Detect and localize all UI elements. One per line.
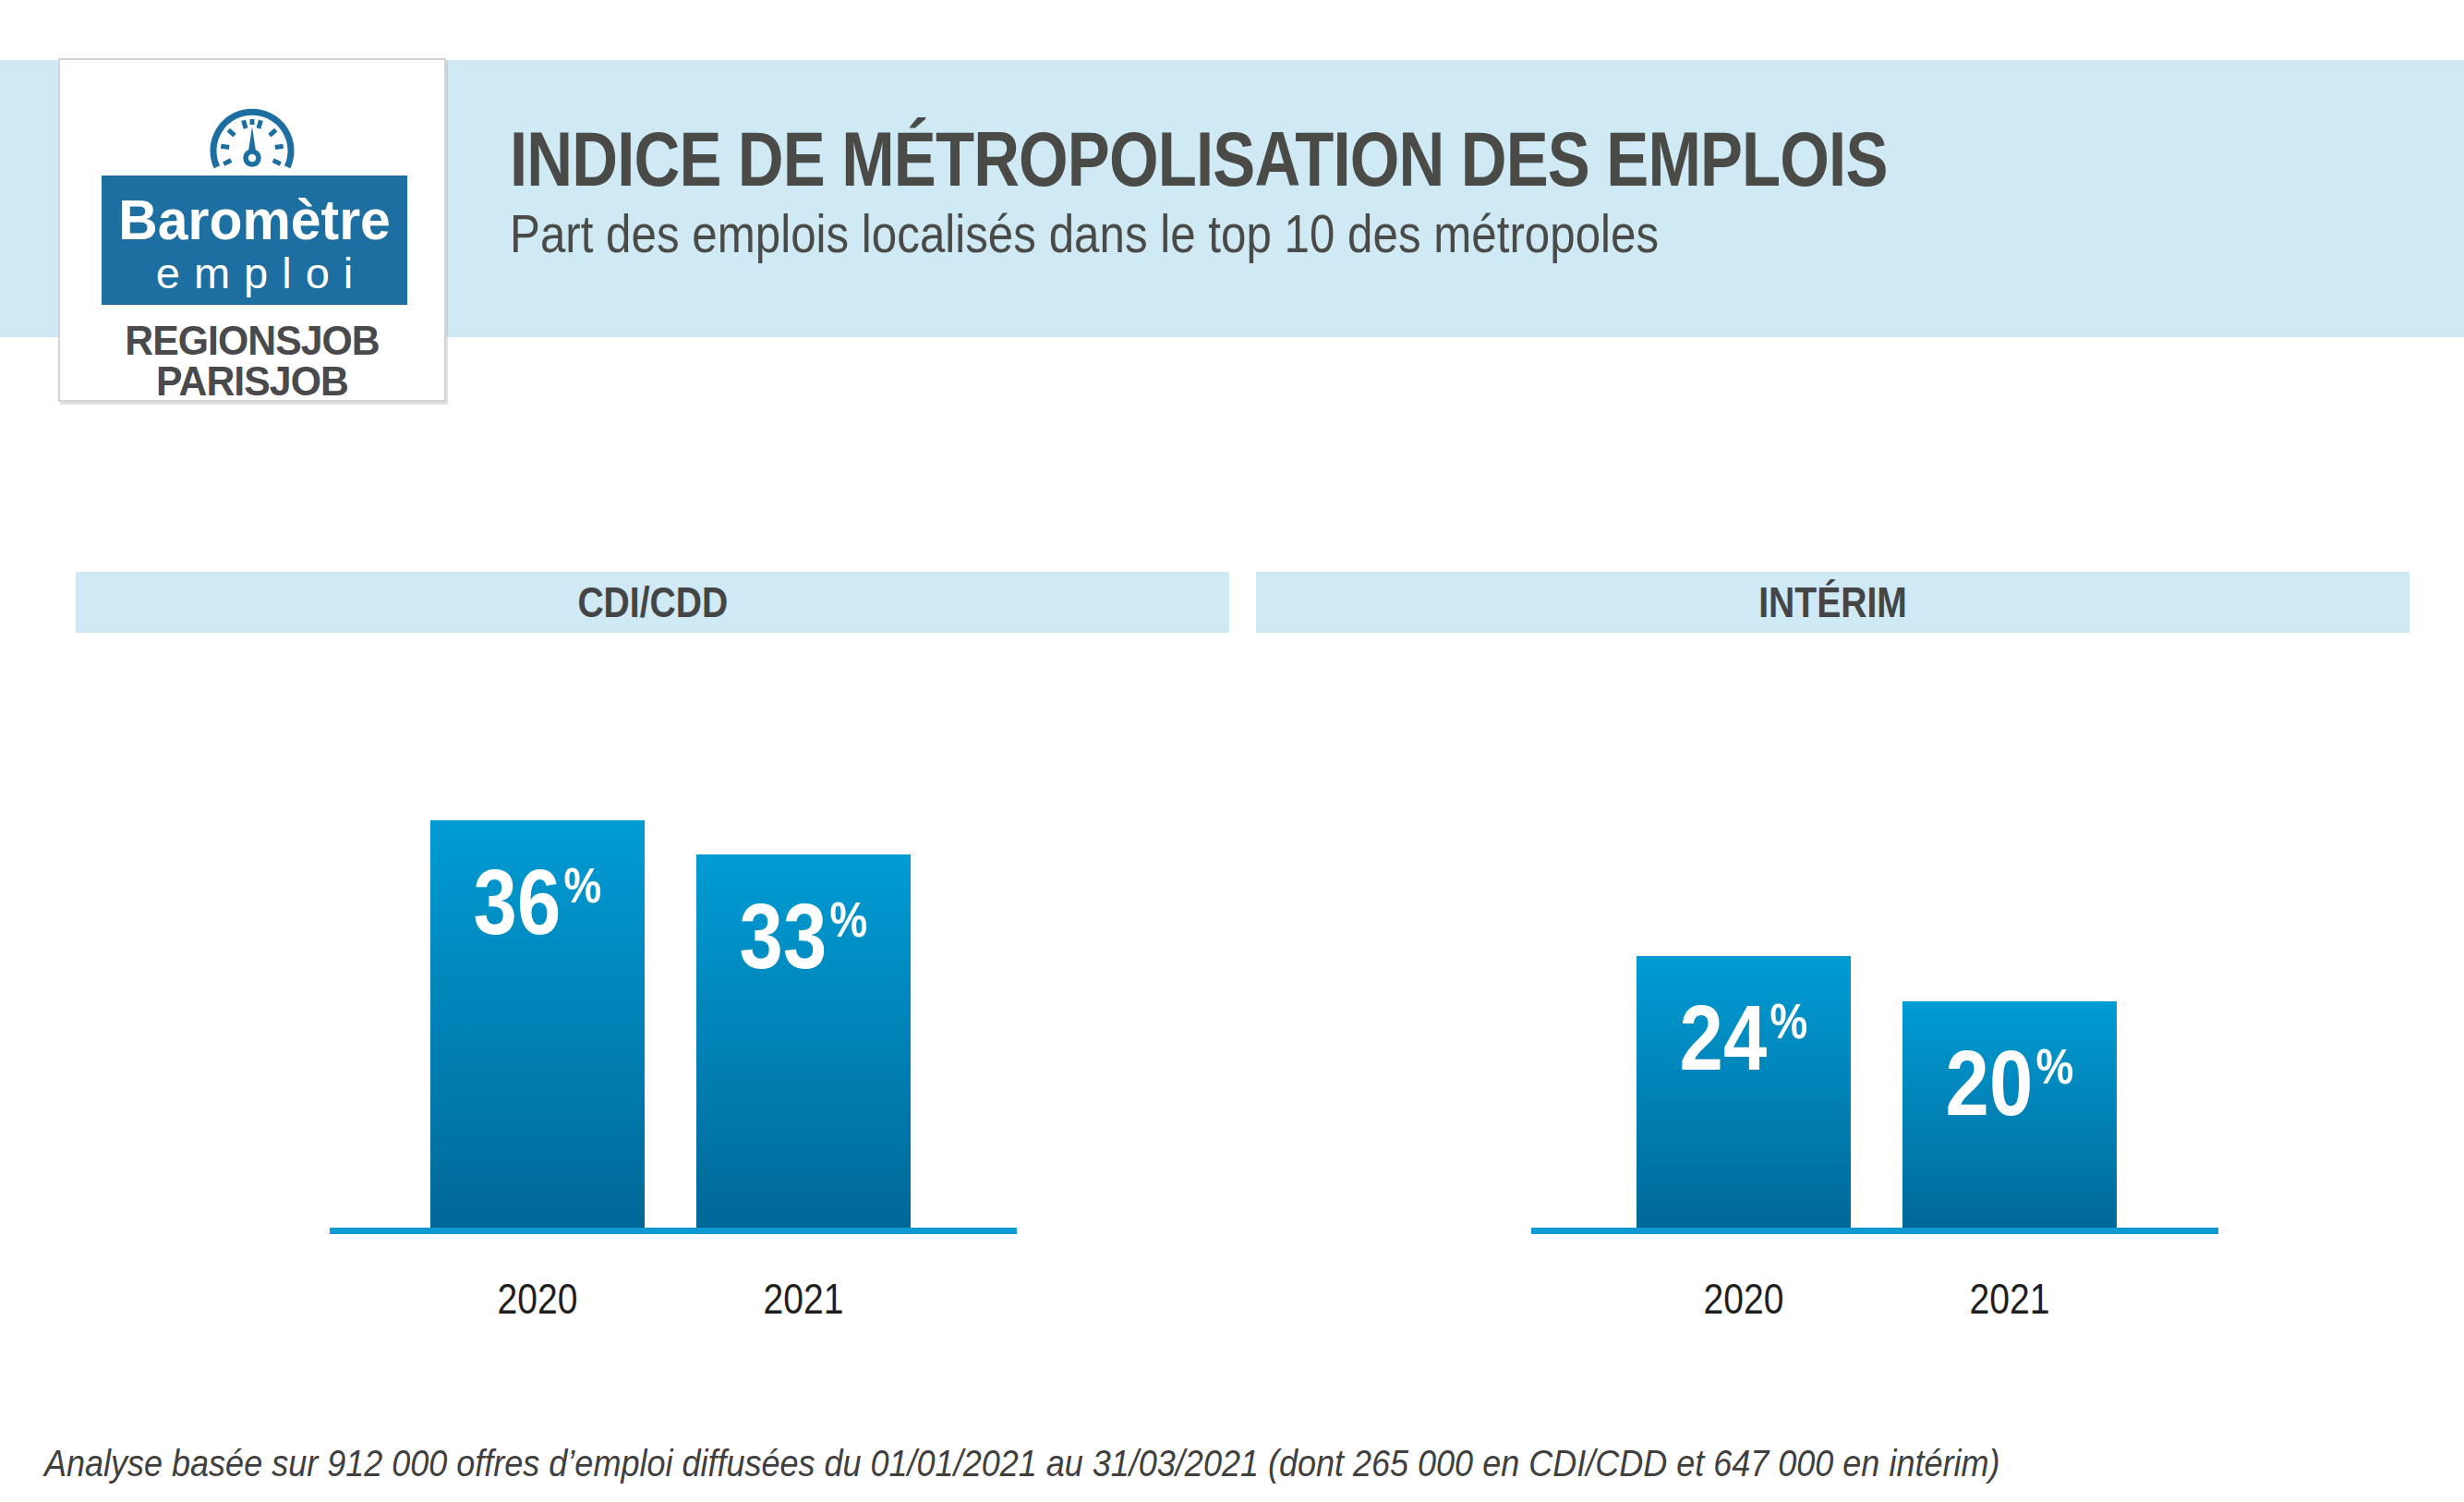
brand-plate: Baromètre emploi [102,176,407,305]
network-line-parisjob: PARISJOB [69,361,434,402]
page-subtitle: Part des emplois localisés dans le top 1… [510,205,1659,262]
year-label-interim-2020: 2020 [1665,1277,1822,1321]
value-label-cdicdd-2021: 33% [712,873,894,982]
year-label-interim-2021: 2021 [1931,1277,2088,1321]
percent-sign: % [2036,1038,2074,1094]
axis-line-cdicdd [330,1228,1017,1234]
value-number: 24 [1680,986,1768,1089]
value-label-cdicdd-2020: 36% [446,839,628,948]
value-label-interim-2021: 20% [1918,1020,2100,1129]
section-header-cdi-cdd: CDI/CDD [76,572,1229,633]
percent-sign: % [830,891,868,947]
section-header-cdi-cdd-label: CDI/CDD [577,572,728,633]
percent-sign: % [1770,993,1808,1048]
percent-sign: % [564,857,602,913]
value-label-interim-2020: 24% [1652,975,1834,1084]
section-header-interim: INTÉRIM [1256,572,2410,633]
network-line-regionsjob: REGIONSJOB [69,321,434,361]
page-title: INDICE DE MÉTROPOLISATION DES EMPLOIS [510,118,1888,200]
analysis-footnote: Analyse basée sur 912 000 offres d’emplo… [44,1443,1999,1484]
year-label-cdicdd-2021: 2021 [725,1277,882,1321]
bar-interim-2020: 24% [1637,956,1851,1228]
bar-cdicdd-2021: 33% [696,854,911,1228]
section-header-interim-label: INTÉRIM [1758,572,1907,633]
bar-interim-2021: 20% [1902,1001,2117,1228]
network-names: REGIONSJOB PARISJOB [69,321,434,402]
barometre-emploi-logo: Baromètre emploi REGIONSJOB PARISJOB [58,58,446,402]
brand-subname: emploi [102,249,407,297]
value-number: 36 [474,850,562,953]
brand-name: Baromètre [109,190,399,249]
bar-cdicdd-2020: 36% [430,820,645,1228]
year-label-cdicdd-2020: 2020 [459,1277,616,1321]
value-number: 33 [740,884,827,987]
value-number: 20 [1946,1031,2034,1134]
infographic-page: { "header": { "title": "INDICE DE MÉTROP… [0,0,2464,1502]
axis-line-interim [1531,1228,2218,1234]
